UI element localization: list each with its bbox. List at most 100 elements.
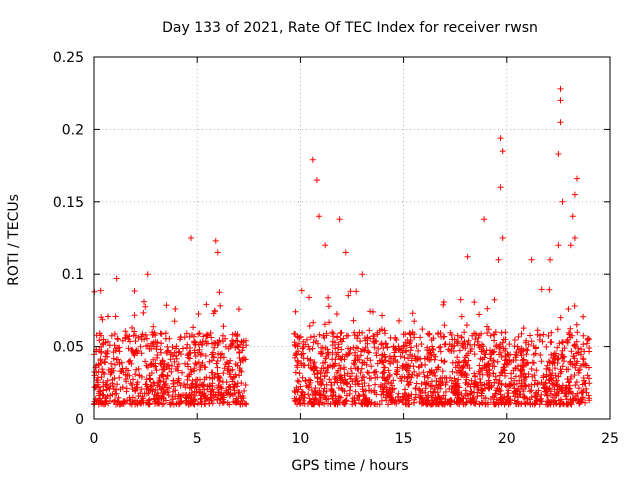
data-point: [520, 388, 527, 395]
data-point: [234, 343, 241, 350]
data-point: [177, 334, 184, 340]
y-tick-label: 0: [75, 412, 84, 428]
data-point: [546, 286, 553, 293]
data-point: [157, 346, 164, 353]
data-point: [341, 388, 348, 395]
data-point: [419, 388, 426, 394]
data-point: [584, 336, 591, 343]
x-tick-label: 0: [90, 431, 99, 447]
data-point: [101, 358, 108, 365]
data-point: [491, 337, 498, 344]
data-point: [555, 355, 562, 362]
data-point: [206, 358, 213, 365]
data-point: [294, 377, 301, 384]
data-point: [426, 330, 433, 337]
data-point: [242, 356, 249, 363]
data-point: [557, 97, 564, 104]
data-point: [571, 372, 578, 378]
data-point: [344, 380, 351, 387]
data-point: [379, 351, 386, 358]
data-point: [564, 376, 571, 382]
data-point: [293, 384, 300, 391]
data-point: [511, 337, 518, 343]
data-point: [544, 362, 551, 369]
data-point: [319, 378, 326, 384]
data-point: [120, 398, 127, 405]
data-point: [161, 366, 168, 373]
data-point: [168, 362, 175, 369]
data-point: [387, 334, 394, 341]
data-point: [400, 363, 407, 370]
data-point: [429, 383, 436, 390]
data-point: [429, 378, 435, 385]
data-point: [491, 331, 498, 338]
data-point: [311, 371, 318, 378]
data-point: [325, 395, 332, 402]
data-point: [513, 401, 520, 407]
data-point: [554, 344, 561, 351]
data-point: [557, 119, 564, 126]
data-point: [223, 389, 230, 396]
data-point: [555, 373, 562, 380]
data-point: [306, 323, 313, 329]
data-point: [521, 378, 528, 385]
data-point: [321, 385, 328, 392]
data-point: [559, 198, 566, 205]
data-point: [558, 368, 565, 375]
data-point: [471, 341, 478, 348]
y-axis-ticks: 0 0.05 0.1 0.15 0.2 0.25: [53, 50, 610, 428]
data-point: [150, 379, 157, 386]
data-point: [528, 366, 535, 372]
data-point: [490, 370, 497, 377]
data-point: [427, 401, 434, 408]
data-point: [463, 322, 470, 329]
data-point: [335, 367, 341, 374]
data-point: [580, 332, 587, 339]
data-point: [328, 386, 335, 392]
data-point: [583, 340, 590, 347]
data-point: [195, 349, 201, 356]
y-tick-label: 0.2: [62, 122, 84, 138]
data-point: [349, 370, 355, 377]
data-point: [306, 395, 313, 402]
data-point: [115, 345, 121, 351]
data-point: [193, 376, 200, 383]
data-point: [193, 361, 200, 368]
data-point: [154, 392, 160, 399]
data-point: [291, 330, 298, 337]
data-point: [586, 397, 593, 404]
data-point: [357, 369, 364, 376]
data-point: [442, 388, 449, 395]
data-point: [522, 382, 529, 389]
data-point: [114, 381, 121, 388]
data-point: [316, 399, 323, 406]
data-point: [573, 379, 580, 385]
data-point: [497, 184, 504, 191]
data-point: [292, 398, 299, 405]
data-point: [214, 396, 221, 403]
data-point: [113, 386, 120, 393]
data-point: [186, 371, 193, 378]
data-point: [467, 348, 474, 355]
data-point: [338, 356, 345, 363]
data-point: [227, 390, 234, 397]
data-point: [125, 367, 131, 374]
data-point: [405, 365, 412, 372]
data-point: [305, 391, 312, 398]
data-point: [434, 396, 441, 402]
data-point: [527, 400, 534, 407]
data-point: [520, 356, 527, 363]
data-point: [122, 335, 129, 342]
data-point: [340, 335, 347, 342]
data-point: [376, 327, 383, 334]
data-point: [573, 321, 580, 328]
data-point: [320, 388, 327, 395]
data-point: [492, 401, 499, 408]
data-point: [466, 365, 473, 372]
data-point: [126, 333, 133, 340]
data-point: [479, 400, 486, 407]
data-point: [345, 292, 352, 299]
data-point: [147, 375, 154, 382]
y-axis-label: ROTI / TECUs: [6, 194, 22, 286]
data-point: [218, 392, 225, 399]
